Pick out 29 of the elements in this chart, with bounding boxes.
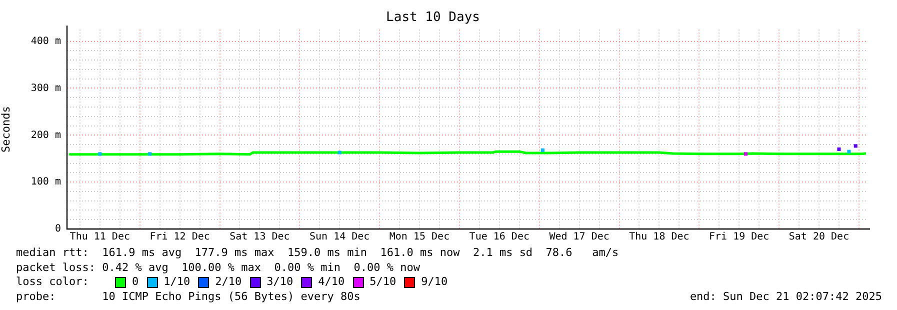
y-tick-label: 200 m bbox=[30, 130, 61, 141]
y-tick-label: 100 m bbox=[30, 176, 61, 188]
text: median rtt: 161.9 ms avg 177.9 ms max 159.0 ms min 161.0 ms now 2.1 ms sd 78.6 am/s bbox=[16, 246, 620, 260]
x-tick-label: Mon 15 Dec bbox=[389, 232, 450, 243]
y-axis-title: Seconds bbox=[0, 106, 12, 152]
y-tick-label: 400 m bbox=[30, 36, 61, 47]
x-tick-label: Fri 12 Dec bbox=[150, 232, 210, 243]
x-tick-label: Fri 19 Dec bbox=[708, 232, 770, 243]
legend-label: 2/10 bbox=[215, 275, 242, 290]
x-tick-label: Sun 14 Dec bbox=[309, 232, 370, 243]
x-tick-label: Sat 20 Dec bbox=[788, 232, 850, 243]
legend-label: 3/10 bbox=[266, 275, 294, 290]
x-tick-label: Sat 13 Dec bbox=[230, 232, 290, 243]
chart-title: Last 10 Days bbox=[386, 10, 480, 26]
x-tick-label: Wed 17 Dec bbox=[549, 232, 610, 243]
legend-label: 4/10 bbox=[318, 275, 345, 290]
legend-title: loss color: bbox=[16, 275, 90, 290]
text: end: Sun Dec 21 02:07:42 2025 bbox=[690, 290, 882, 304]
legend-label: 1/10 bbox=[164, 275, 190, 290]
text: packet loss: 0.42 % avg 100.00 % max 0.00 % min 0.00 % now bbox=[16, 260, 421, 275]
x-tick-label: Tue 16 Dec bbox=[469, 232, 530, 243]
x-tick-label: Thu 18 Dec bbox=[629, 232, 690, 243]
y-tick-label: 300 m bbox=[30, 82, 61, 94]
x-tick-label: Thu 11 Dec bbox=[70, 232, 130, 243]
y-tick-label: 0 bbox=[54, 224, 61, 235]
text: probe: 10 ICMP Echo Pings (56 Bytes) every 80s bbox=[16, 290, 360, 304]
legend-label: 9/10 bbox=[421, 275, 448, 290]
legend-label: 5/10 bbox=[370, 275, 396, 290]
legend-label: 0 bbox=[132, 275, 139, 290]
